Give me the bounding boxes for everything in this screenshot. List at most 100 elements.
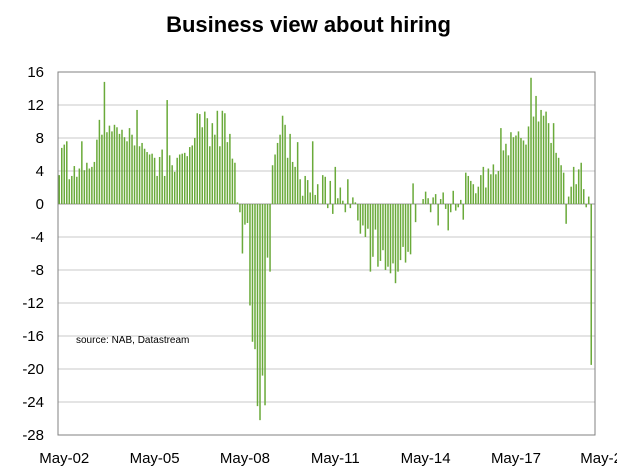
bar bbox=[171, 165, 173, 204]
bar bbox=[465, 172, 467, 204]
bar bbox=[158, 156, 161, 204]
y-tick-label: 12 bbox=[27, 97, 44, 114]
bar bbox=[349, 204, 352, 209]
bar bbox=[294, 166, 296, 205]
bar bbox=[196, 113, 199, 204]
bar bbox=[480, 175, 482, 205]
bar bbox=[560, 165, 562, 204]
bar bbox=[472, 184, 475, 204]
bar bbox=[91, 166, 93, 205]
bar bbox=[409, 204, 412, 255]
bar bbox=[487, 168, 490, 204]
x-tick-label: May-14 bbox=[401, 450, 451, 467]
bar bbox=[83, 170, 86, 204]
bar bbox=[382, 204, 384, 251]
bar bbox=[399, 204, 402, 261]
bar bbox=[221, 110, 224, 204]
bar bbox=[572, 166, 575, 205]
bar bbox=[337, 198, 339, 204]
plot-frame bbox=[57, 71, 596, 436]
bar bbox=[186, 156, 188, 204]
bar bbox=[88, 168, 91, 204]
bar bbox=[402, 204, 404, 247]
bar bbox=[429, 204, 432, 213]
bar bbox=[284, 124, 286, 204]
bar bbox=[369, 204, 372, 272]
bar bbox=[289, 133, 291, 205]
bar bbox=[557, 157, 560, 204]
bar bbox=[141, 142, 143, 204]
bar bbox=[271, 165, 274, 204]
bar bbox=[236, 202, 239, 204]
bar bbox=[407, 204, 409, 252]
bar bbox=[517, 131, 520, 204]
y-tick-label: 4 bbox=[36, 163, 44, 180]
bar bbox=[183, 152, 186, 204]
bar bbox=[311, 141, 314, 204]
bar bbox=[266, 204, 269, 258]
bar bbox=[497, 171, 500, 204]
bar bbox=[98, 119, 101, 204]
bar bbox=[520, 138, 522, 204]
bar bbox=[229, 133, 231, 205]
bar bbox=[116, 127, 118, 204]
bar bbox=[314, 194, 316, 204]
bar bbox=[357, 204, 359, 221]
bar bbox=[128, 128, 131, 204]
bar bbox=[156, 175, 158, 204]
bar bbox=[244, 204, 246, 225]
bar bbox=[585, 204, 587, 208]
bar bbox=[502, 150, 505, 205]
bar bbox=[246, 204, 249, 223]
bar bbox=[495, 174, 497, 204]
bar bbox=[131, 134, 133, 204]
bar bbox=[269, 204, 271, 272]
bar bbox=[261, 204, 264, 376]
bar bbox=[477, 186, 480, 204]
bar bbox=[512, 137, 515, 204]
bar bbox=[249, 204, 251, 306]
bar bbox=[424, 191, 427, 205]
bar bbox=[442, 192, 444, 204]
x-tick-label: May-05 bbox=[130, 450, 180, 467]
bar bbox=[460, 199, 462, 205]
bar bbox=[527, 126, 530, 204]
bar bbox=[251, 204, 254, 342]
bar bbox=[166, 100, 168, 204]
bar bbox=[582, 189, 585, 204]
bar bbox=[339, 187, 342, 204]
bar bbox=[309, 192, 311, 204]
bar bbox=[231, 158, 234, 205]
bar bbox=[138, 146, 141, 204]
x-tick-label: May-20 bbox=[580, 450, 617, 467]
bar bbox=[194, 138, 196, 204]
bar bbox=[188, 147, 191, 204]
bar bbox=[447, 204, 449, 231]
bar bbox=[547, 123, 550, 204]
y-tick-label: 0 bbox=[36, 196, 44, 213]
bar bbox=[342, 200, 344, 204]
bar bbox=[81, 141, 83, 204]
bar bbox=[168, 155, 171, 204]
bar bbox=[545, 111, 547, 204]
bar bbox=[577, 169, 580, 204]
bar bbox=[259, 204, 261, 421]
bar bbox=[580, 162, 582, 204]
bar bbox=[136, 109, 138, 204]
x-tick-label: May-11 bbox=[311, 450, 360, 467]
bar bbox=[530, 77, 532, 204]
bar bbox=[173, 171, 176, 204]
bar bbox=[133, 145, 136, 204]
bar bbox=[414, 204, 417, 223]
bar bbox=[437, 204, 439, 226]
bar bbox=[148, 154, 151, 204]
bar bbox=[332, 204, 334, 214]
bar bbox=[507, 155, 510, 204]
bar bbox=[329, 180, 332, 204]
x-axis-ticks: May-02 May-05 May-08 May-11 May-14 May-17 May-… bbox=[39, 450, 617, 467]
y-tick-label: -12 bbox=[22, 295, 44, 312]
bar bbox=[201, 127, 204, 204]
bar bbox=[241, 204, 244, 254]
bar bbox=[327, 204, 329, 209]
bar bbox=[286, 157, 289, 204]
